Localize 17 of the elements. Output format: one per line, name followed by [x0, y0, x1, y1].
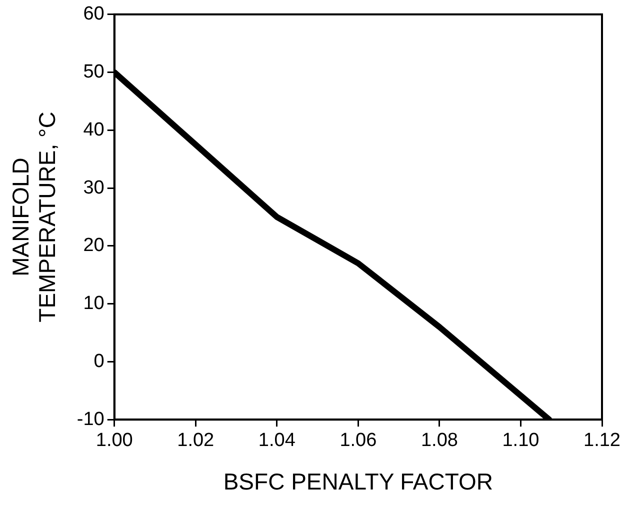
x-tick-label: 1.10: [502, 430, 540, 452]
y-tick-label: -10: [76, 408, 104, 430]
x-tick-label: 1.02: [177, 430, 214, 452]
x-tick-label: 1.06: [340, 430, 377, 452]
x-tick-label: 1.04: [258, 430, 296, 452]
y-tick-label: 30: [83, 177, 104, 198]
y-tick-label: 60: [83, 4, 104, 25]
y-axis-title: MANIFOLD TEMPERATURE, °C: [8, 112, 60, 322]
y-tick-label: 0: [94, 350, 104, 372]
y-tick-label: 50: [83, 62, 104, 83]
x-axis-title: BSFC PENALTY FACTOR: [223, 468, 494, 495]
x-tick-label: 1.08: [420, 430, 458, 452]
y-tick-label: 10: [83, 293, 104, 314]
x-tick-label: 1.00: [96, 430, 133, 452]
y-tick-label: 40: [83, 119, 104, 140]
y-tick-label: 20: [83, 235, 104, 256]
x-tick-label: 1.12: [584, 430, 620, 452]
